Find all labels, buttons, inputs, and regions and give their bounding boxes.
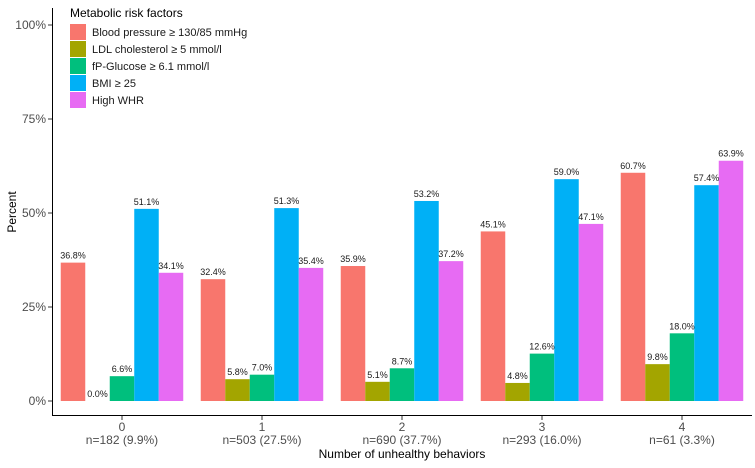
data-label: 7.0% (252, 363, 273, 373)
legend-swatch-0 (70, 24, 86, 40)
bar-1-series-1 (225, 379, 250, 401)
legend-label-3: BMI ≥ 25 (92, 78, 136, 90)
legend-label-2: fP-Glucose ≥ 6.1 mmol/l (92, 61, 209, 73)
data-label: 34.1% (158, 261, 184, 271)
x-tick-label: 3 (539, 420, 546, 434)
data-label: 35.9% (340, 254, 366, 264)
data-label: 37.2% (438, 249, 464, 259)
data-label: 5.1% (367, 370, 388, 380)
data-label: 12.6% (529, 342, 555, 352)
x-tick-sublabel: n=61 (3.3%) (649, 433, 715, 447)
x-tick-sublabel: n=182 (9.9%) (86, 433, 158, 447)
y-axis-title: Percent (5, 191, 19, 233)
bar-4-series-0 (620, 172, 646, 401)
bar-4-series-1 (645, 364, 670, 401)
x-tick-label: 4 (679, 420, 686, 434)
data-label: 51.3% (274, 196, 300, 206)
data-label: 6.6% (112, 364, 133, 374)
bar-1-series-0 (200, 279, 226, 401)
data-label: 57.4% (694, 173, 720, 183)
data-label: 51.1% (134, 197, 160, 207)
bar-2-series-0 (340, 266, 366, 401)
legend-swatch-2 (70, 58, 86, 74)
x-tick-label: 2 (399, 420, 406, 434)
x-tick-sublabel: n=503 (27.5%) (222, 433, 301, 447)
x-tick-sublabel: n=690 (37.7%) (362, 433, 441, 447)
y-tick-label: 100% (15, 18, 46, 32)
y-tick-label: 25% (22, 300, 46, 314)
bar-4-series-4 (718, 160, 744, 401)
data-label: 59.0% (554, 167, 580, 177)
data-label: 36.8% (60, 251, 86, 261)
x-tick-label: 0 (119, 420, 126, 434)
legend-label-1: LDL cholesterol ≥ 5 mmol/l (92, 44, 222, 56)
bar-1-series-4 (298, 267, 324, 401)
bar-0-series-4 (158, 272, 184, 401)
bar-2-series-4 (438, 261, 464, 401)
y-tick-label: 0% (29, 394, 47, 408)
data-label: 5.8% (227, 367, 248, 377)
data-label: 60.7% (620, 161, 646, 171)
x-ticks-layer: 0n=182 (9.9%) 1n=503 (27.5%) 2n=690 (37.7%… (86, 416, 715, 447)
legend-swatch-4 (70, 92, 86, 108)
bar-4-series-3 (694, 185, 719, 401)
data-labels-layer: 36.8% 0.0% 6.6% 51.1% 34.1% 32.4% 5.8% 7.0% 51.3… (60, 149, 744, 399)
bars-layer (60, 160, 744, 401)
legend-swatch-1 (70, 41, 86, 57)
bar-4-series-2 (669, 333, 695, 401)
bar-2-series-3 (414, 200, 439, 401)
y-tick-label: 75% (22, 112, 46, 126)
bar-1-series-3 (274, 208, 299, 401)
bar-1-series-2 (249, 374, 275, 401)
legend: Metabolic risk factors Blood pressure ≥ … (70, 6, 247, 108)
bar-3-series-1 (505, 382, 530, 401)
legend-swatch-3 (70, 75, 86, 91)
legend-label-0: Blood pressure ≥ 130/85 mmHg (92, 27, 247, 39)
bar-3-series-2 (529, 353, 555, 401)
axes-layer (52, 8, 752, 416)
data-label: 53.2% (414, 189, 440, 199)
data-label: 63.9% (718, 149, 744, 159)
data-label: 4.8% (507, 371, 528, 381)
bar-0-series-0 (60, 262, 86, 401)
y-ticks-layer: 0% 25% 50% 75% 100% (15, 18, 52, 408)
bar-2-series-1 (365, 381, 390, 401)
data-label: 47.1% (578, 212, 604, 222)
data-label: 35.4% (298, 256, 324, 266)
data-label: 18.0% (669, 321, 695, 331)
y-tick-label: 50% (22, 206, 46, 220)
data-label: 32.4% (200, 267, 226, 277)
bar-3-series-4 (578, 223, 604, 401)
data-label: 0.0% (87, 389, 108, 399)
bar-3-series-3 (554, 179, 579, 401)
data-label: 8.7% (392, 356, 413, 366)
bar-3-series-0 (480, 231, 506, 401)
legend-title: Metabolic risk factors (70, 6, 183, 20)
data-label: 9.8% (647, 352, 668, 362)
legend-label-4: High WHR (92, 95, 144, 107)
data-label: 45.1% (480, 219, 506, 229)
x-axis-title: Number of unhealthy behaviors (319, 447, 486, 461)
bar-0-series-3 (134, 208, 159, 401)
x-tick-label: 1 (259, 420, 266, 434)
x-tick-sublabel: n=293 (16.0%) (502, 433, 581, 447)
bar-0-series-2 (109, 376, 135, 401)
bar-2-series-2 (389, 368, 415, 401)
